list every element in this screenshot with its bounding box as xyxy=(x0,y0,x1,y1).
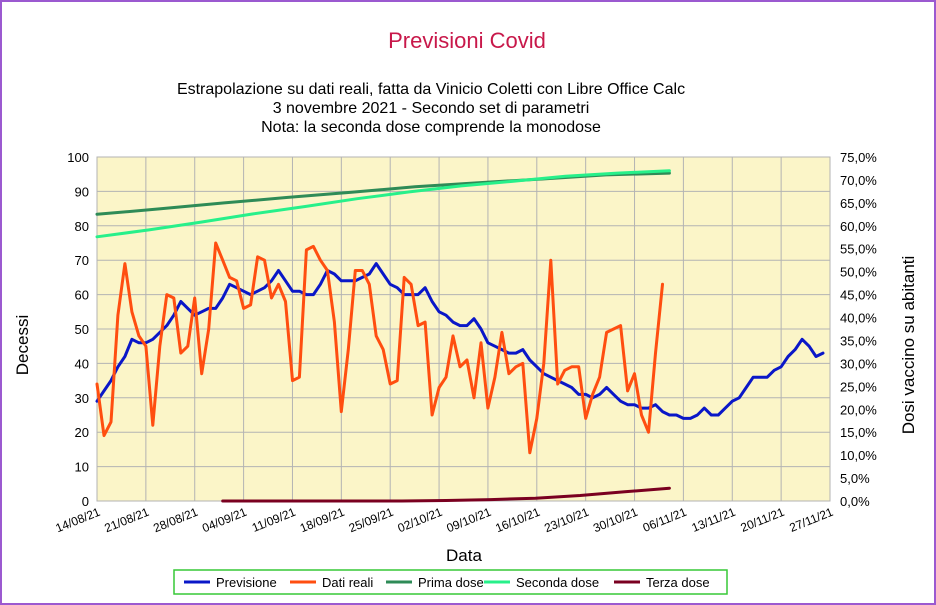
x-tick-label: 21/08/21 xyxy=(102,505,151,536)
y2-tick-label: 55,0% xyxy=(840,242,877,257)
chart-subtitle-line-3: Nota: la seconda dose comprende la monod… xyxy=(261,119,601,136)
x-tick-label: 20/11/21 xyxy=(739,505,787,535)
x-tick-label: 28/08/21 xyxy=(151,505,200,536)
y-tick-label: 50 xyxy=(75,322,89,337)
y-tick-label: 70 xyxy=(75,253,89,268)
x-tick-label: 23/10/21 xyxy=(542,505,591,536)
y2-axis-label: Dosi vaccino su abitanti xyxy=(899,256,918,435)
y2-tick-label: 15,0% xyxy=(840,425,877,440)
x-tick-label: 30/10/21 xyxy=(591,505,640,536)
gridlines xyxy=(96,156,831,502)
x-tick-label: 27/11/21 xyxy=(787,505,835,535)
chart-title: Previsioni Covid xyxy=(388,28,546,53)
y2-tick-label: 30,0% xyxy=(840,356,877,371)
x-tick-label: 25/09/21 xyxy=(347,505,396,536)
y-tick-label: 20 xyxy=(75,425,89,440)
x-tick-label: 09/10/21 xyxy=(444,505,493,536)
legend-label-dati-reali: Dati reali xyxy=(322,575,373,590)
x-tick-label: 11/09/21 xyxy=(250,505,298,535)
y2-tick-label: 70,0% xyxy=(840,173,877,188)
y2-tick-label: 60,0% xyxy=(840,219,877,234)
y2-tick-label: 65,0% xyxy=(840,196,877,211)
y-tick-label: 40 xyxy=(75,356,89,371)
y2-tick-label: 0,0% xyxy=(840,494,870,509)
x-axis-ticks: 14/08/21 21/08/21 28/08/21 04/09/21 11/09/21… xyxy=(54,505,836,536)
x-tick-label: 14/08/21 xyxy=(54,505,103,536)
series-line-dati-reali xyxy=(95,241,664,455)
series-line-seconda-dose xyxy=(95,169,671,239)
right-axis-ticks: 0,0% 5,0% 10,0% 15,0% 20,0% 25,0% 30,0% 35,0% 40… xyxy=(840,150,877,509)
legend: Previsione Dati reali Prima dose Seconda do… xyxy=(173,569,728,595)
legend-label-prima-dose: Prima dose xyxy=(418,575,484,590)
y-tick-label: 0 xyxy=(82,494,89,509)
chart-subtitle-line-1: Estrapolazione su dati reali, fatta da V… xyxy=(177,81,685,98)
legend-label-terza-dose: Terza dose xyxy=(646,575,710,590)
y-tick-label: 80 xyxy=(75,219,89,234)
y2-tick-label: 35,0% xyxy=(840,333,877,348)
left-axis-ticks: 0 10 20 30 40 50 60 70 80 90 100 xyxy=(67,150,89,509)
x-tick-label: 02/10/21 xyxy=(396,505,445,536)
y2-tick-label: 75,0% xyxy=(840,150,877,165)
y2-tick-label: 10,0% xyxy=(840,448,877,463)
y2-tick-label: 50,0% xyxy=(840,265,877,280)
y2-tick-label: 20,0% xyxy=(840,402,877,417)
y2-tick-label: 5,0% xyxy=(840,471,870,486)
y-tick-label: 30 xyxy=(75,391,89,406)
y-tick-label: 100 xyxy=(67,150,89,165)
legend-label-previsione: Previsione xyxy=(216,575,277,590)
y-tick-label: 90 xyxy=(75,184,89,199)
series-line-terza-dose xyxy=(221,486,671,503)
x-axis-label: Data xyxy=(446,546,482,565)
x-tick-label: 04/09/21 xyxy=(200,505,249,536)
x-tick-label: 18/09/21 xyxy=(298,505,347,536)
series-lines xyxy=(95,169,825,503)
y2-tick-label: 25,0% xyxy=(840,379,877,394)
y-tick-label: 60 xyxy=(75,288,89,303)
x-tick-label: 06/11/21 xyxy=(641,505,689,535)
chart-subtitle-line-2: 3 novembre 2021 - Secondo set di paramet… xyxy=(273,100,590,117)
legend-label-seconda-dose: Seconda dose xyxy=(516,575,599,590)
y-tick-label: 10 xyxy=(75,460,89,475)
x-tick-label: 16/10/21 xyxy=(493,505,542,536)
y2-tick-label: 45,0% xyxy=(840,288,877,303)
series-line-previsione xyxy=(95,262,825,420)
y2-tick-label: 40,0% xyxy=(840,311,877,326)
y-axis-label: Decessi xyxy=(13,315,32,375)
x-tick-label: 13/11/21 xyxy=(690,505,738,535)
